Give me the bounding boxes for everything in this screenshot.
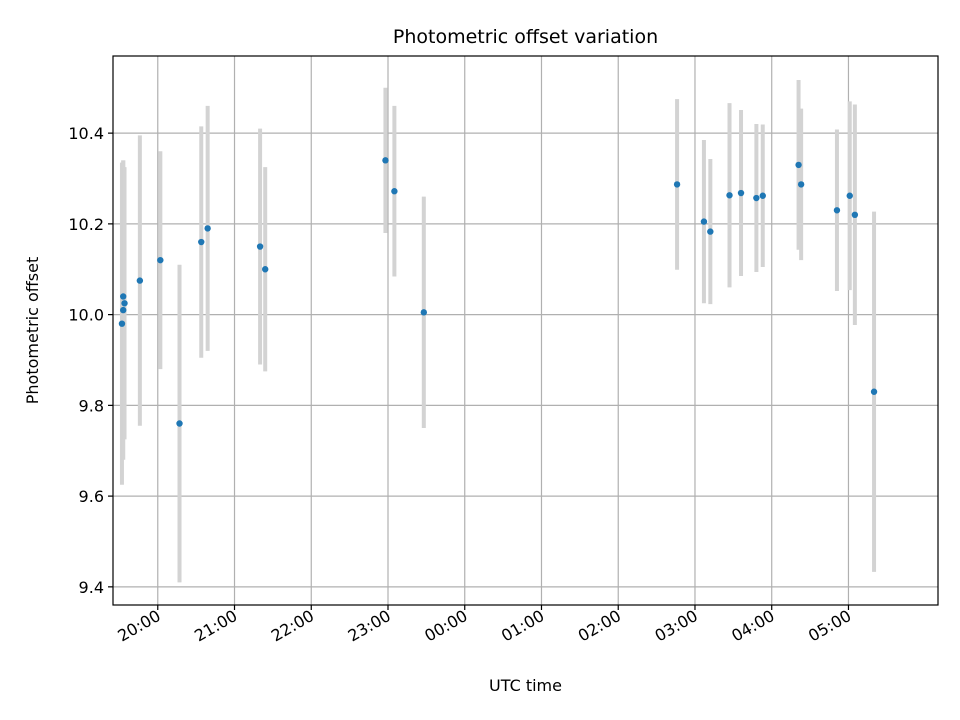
data-point <box>136 277 144 284</box>
data-point <box>256 243 264 250</box>
y-tick-label: 9.6 <box>79 487 104 506</box>
grid-lines <box>113 56 938 605</box>
data-point <box>737 189 745 197</box>
y-tick-label: 9.4 <box>79 578 104 597</box>
data-point <box>198 238 205 246</box>
y-tick-label: 10.4 <box>68 124 104 143</box>
data-point <box>121 300 128 307</box>
data-point <box>707 228 714 235</box>
data-point <box>795 161 802 169</box>
y-axis-label: Photometric offset <box>23 257 42 405</box>
data-point <box>833 207 841 214</box>
data-point <box>797 181 805 188</box>
data-point <box>118 320 126 327</box>
data-point <box>870 388 878 395</box>
data-points <box>118 157 878 427</box>
data-point <box>673 181 681 188</box>
data-point <box>157 256 164 264</box>
data-point <box>726 192 733 199</box>
data-point <box>176 420 183 427</box>
data-point <box>391 188 398 195</box>
data-point <box>262 266 269 273</box>
chart-title: Photometric offset variation <box>393 26 658 48</box>
data-point <box>851 211 859 219</box>
data-point <box>759 192 766 199</box>
data-point <box>120 293 127 300</box>
data-point <box>753 194 760 202</box>
data-point <box>120 306 127 314</box>
plot-frame <box>112 55 939 606</box>
y-tick-label: 9.8 <box>79 396 104 415</box>
data-point <box>204 225 211 232</box>
y-tick-label: 10.2 <box>68 215 104 234</box>
x-axis-label: UTC time <box>489 676 562 695</box>
data-point <box>382 157 389 164</box>
data-point <box>420 309 428 316</box>
y-tick-label: 10.0 <box>68 306 104 325</box>
data-point <box>700 218 708 225</box>
data-point <box>846 192 853 199</box>
